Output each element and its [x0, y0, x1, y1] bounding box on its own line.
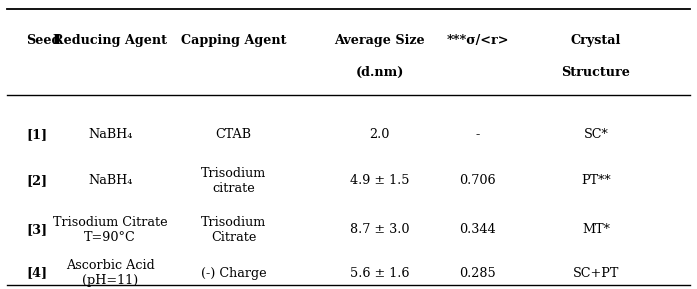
- Text: 0.285: 0.285: [459, 267, 496, 279]
- Text: Ascorbic Acid
(pH=11): Ascorbic Acid (pH=11): [66, 259, 155, 287]
- Text: [3]: [3]: [26, 223, 47, 236]
- Text: ***σ/<r>: ***σ/<r>: [446, 34, 509, 47]
- Text: [4]: [4]: [26, 267, 47, 279]
- Text: SC*: SC*: [583, 128, 608, 141]
- Text: CTAB: CTAB: [215, 128, 252, 141]
- Text: MT*: MT*: [582, 223, 610, 236]
- Text: Trisodium
Citrate: Trisodium Citrate: [201, 216, 266, 244]
- Text: 0.344: 0.344: [459, 223, 496, 236]
- Text: 5.6 ± 1.6: 5.6 ± 1.6: [350, 267, 410, 279]
- Text: 2.0: 2.0: [369, 128, 390, 141]
- Text: 4.9 ± 1.5: 4.9 ± 1.5: [350, 174, 410, 187]
- Text: Reducing Agent: Reducing Agent: [53, 34, 167, 47]
- Text: (d.nm): (d.nm): [355, 66, 404, 79]
- Text: [1]: [1]: [26, 128, 47, 141]
- Text: Trisodium
citrate: Trisodium citrate: [201, 167, 266, 194]
- Text: -: -: [475, 128, 480, 141]
- Text: SC+PT: SC+PT: [573, 267, 619, 279]
- Text: Crystal: Crystal: [571, 34, 621, 47]
- Text: Seed: Seed: [26, 34, 61, 47]
- Text: NaBH₄: NaBH₄: [88, 128, 132, 141]
- Text: Structure: Structure: [562, 66, 630, 79]
- Text: NaBH₄: NaBH₄: [88, 174, 132, 187]
- Text: [2]: [2]: [26, 174, 47, 187]
- Text: Average Size: Average Size: [335, 34, 425, 47]
- Text: (-) Charge: (-) Charge: [201, 267, 266, 279]
- Text: PT**: PT**: [581, 174, 611, 187]
- Text: Capping Agent: Capping Agent: [181, 34, 286, 47]
- Text: Trisodium Citrate
T=90°C: Trisodium Citrate T=90°C: [53, 216, 167, 244]
- Text: 8.7 ± 3.0: 8.7 ± 3.0: [350, 223, 410, 236]
- Text: 0.706: 0.706: [459, 174, 496, 187]
